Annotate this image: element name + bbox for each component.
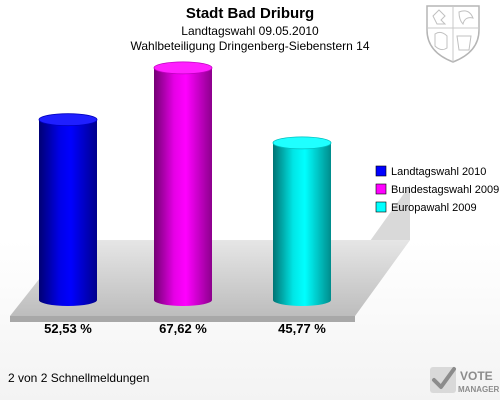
bar-3 — [272, 136, 332, 306]
bar-2 — [153, 61, 213, 307]
legend-swatch-3 — [375, 201, 387, 213]
vote-manager-logo: VOTE MANAGER — [430, 367, 500, 394]
district-subtitle: Wahlbeteiligung Dringenberg-Siebenstern … — [130, 39, 370, 53]
brand-line2: MANAGER — [458, 385, 500, 394]
legend-swatch-2 — [375, 183, 387, 195]
value-label-2: 67,62 % — [159, 321, 207, 336]
value-label-3: 45,77 % — [278, 321, 326, 336]
legend-swatch-1 — [375, 165, 387, 177]
value-label-1: 52,53 % — [44, 321, 92, 336]
legend-label-1: Landtagswahl 2010 — [391, 166, 486, 178]
chart-title: Stadt Bad Driburg — [185, 5, 315, 22]
coat-of-arms-icon — [426, 5, 480, 63]
legend-label-3: Europawahl 2009 — [391, 202, 477, 214]
bar-1 — [38, 113, 98, 306]
footer-status: 2 von 2 Schnellmeldungen — [8, 371, 150, 385]
checkmark-icon — [430, 367, 456, 393]
election-subtitle: Landtagswahl 09.05.2010 — [181, 24, 319, 38]
brand-line1: VOTE — [460, 369, 493, 383]
legend-label-2: Bundestagswahl 2009 — [391, 184, 499, 196]
floor-edge — [10, 316, 355, 322]
legend: Landtagswahl 2010 Bundestagswahl 2009 Euro… — [375, 165, 499, 214]
